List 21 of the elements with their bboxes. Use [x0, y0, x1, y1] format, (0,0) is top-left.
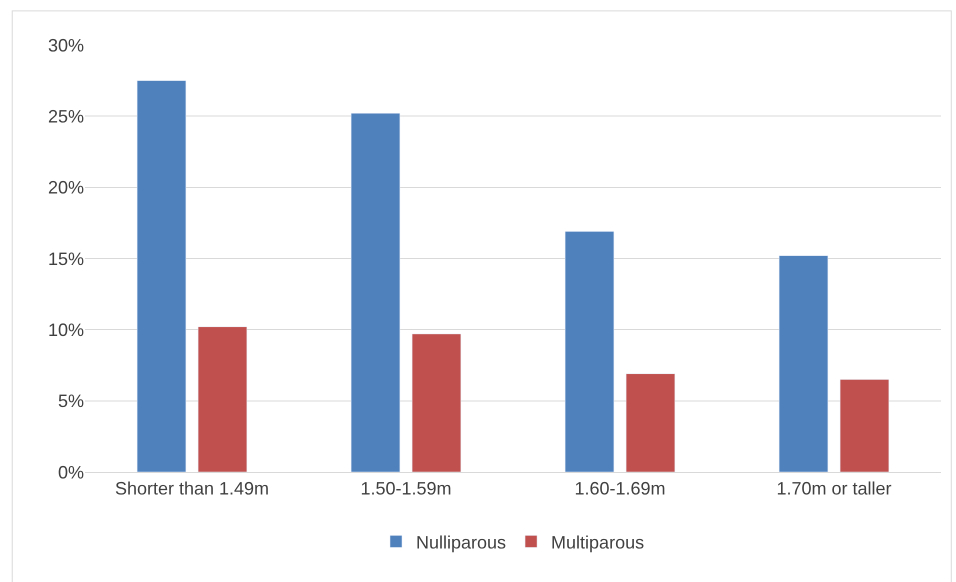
bar: [136, 80, 186, 472]
y-tick-label: 15%: [48, 248, 84, 269]
x-tick-label: 1.70m or taller: [776, 478, 892, 499]
legend-label: Nulliparous: [416, 532, 506, 552]
y-tick-label: 20%: [48, 178, 84, 198]
bar: [626, 374, 676, 472]
bar: [198, 326, 248, 472]
bar: [778, 255, 828, 472]
x-tick-label: Shorter than 1.49m: [114, 478, 270, 499]
bar: [840, 379, 890, 472]
y-tick-label: 10%: [48, 320, 84, 340]
y-tick-label: 0%: [58, 462, 84, 482]
legend-label: Multiparous: [551, 532, 644, 552]
bar: [564, 231, 614, 472]
bar: [350, 113, 400, 472]
x-tick-label: 1.50-1.59m: [360, 478, 452, 499]
x-tick-label: 1.60-1.69m: [574, 478, 666, 499]
y-tick-label: 5%: [58, 391, 84, 412]
bar: [412, 334, 462, 472]
y-tick-label: 25%: [48, 106, 84, 126]
y-tick-label: 30%: [48, 35, 84, 56]
